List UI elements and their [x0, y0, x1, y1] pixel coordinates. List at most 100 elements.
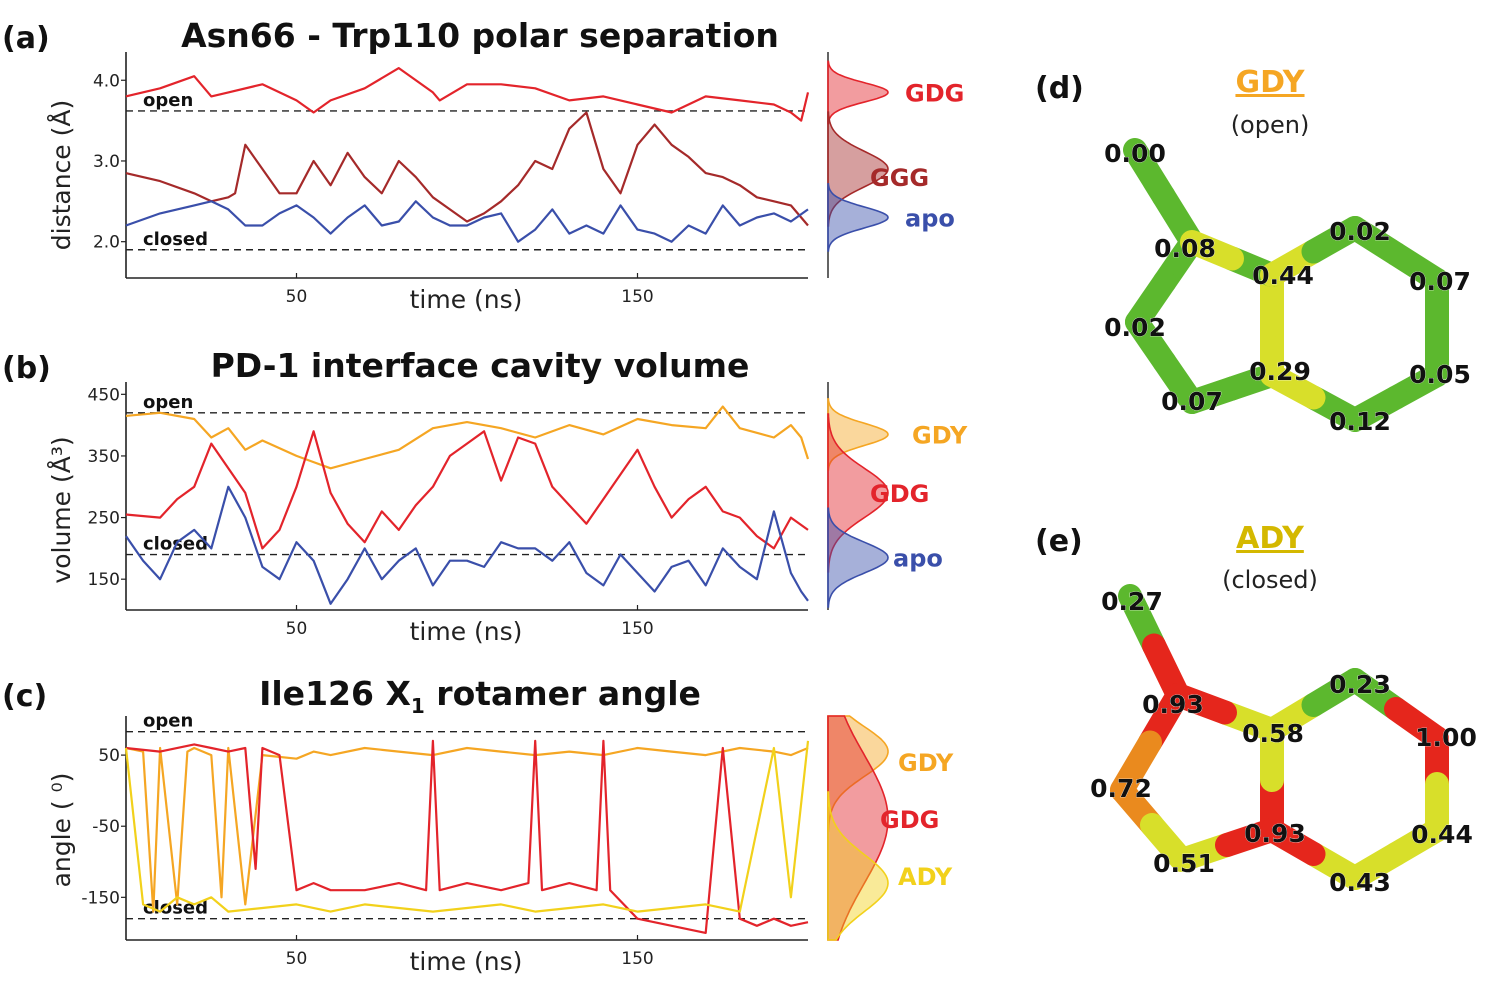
panel-c-title-sub: 1: [411, 694, 425, 718]
panel-d-bond-label: 0.02: [1104, 313, 1166, 342]
panel-a-ylabel: distance (Å): [47, 100, 76, 251]
panel-d-bond-label: 0.07: [1409, 267, 1471, 296]
panel-a-xlabel: time (ns): [410, 285, 523, 314]
panel-b-series-GDY: [125, 405, 810, 470]
panel-d-bond-label: 0.08: [1154, 234, 1216, 263]
panel-a-letter: (a): [2, 21, 50, 56]
panel-c-xtick-label: 150: [621, 949, 653, 969]
panel-c-legend-GDG: GDG: [880, 806, 939, 834]
panel-e-bond-label: 0.43: [1329, 868, 1391, 897]
panel-a-density-GDG: [827, 60, 889, 125]
panel-e-bond-5-b: [1166, 683, 1237, 725]
panel-c-distribution: GDY GDG ADY: [827, 715, 954, 941]
panel-e-bond-label: 0.23: [1329, 670, 1391, 699]
panel-a-ytick-label: 2.0: [93, 233, 120, 253]
panel-b: (b) PD-1 interface cavity volume volume …: [2, 346, 968, 646]
panel-d-letter: (d): [1035, 71, 1084, 106]
panel-d-bond-label: 0.02: [1329, 217, 1391, 246]
panel-a-reference-label-open: open: [143, 90, 193, 111]
panel-e-molecule: 0.27 0.93 0.72 0.51 0.58 0.93 0.23 1.00 0.44 0.43: [1090, 584, 1477, 897]
panel-d-bond-10-b: [1260, 363, 1326, 410]
panel-c-ytick-label: -150: [81, 888, 120, 908]
panel-b-xlabel: time (ns): [410, 617, 523, 646]
panel-a-ytick-label: 3.0: [93, 152, 120, 172]
panel-e: (e) ADY (closed) 0.27 0.93 0.72 0.51 0.58 0.9…: [1035, 521, 1477, 897]
panel-c-ytick-label: 50: [98, 746, 120, 766]
panel-a-legend-GGG: GGG: [870, 164, 929, 192]
panel-d-bond-5-b: [1180, 230, 1244, 271]
panel-e-bond-label: 0.58: [1242, 719, 1304, 748]
panel-e-bond-label: 1.00: [1415, 723, 1477, 752]
panel-a-series-GDG: [125, 66, 810, 122]
panel-a-title: Asn66 - Trp110 polar separation: [181, 16, 779, 55]
panel-a-series-apo: [125, 200, 809, 243]
panel-d-bond-label: 0.44: [1252, 261, 1314, 290]
panel-a-xtick-label: 150: [621, 287, 653, 307]
panel-c: (c) Ile126 X1 rotamer angle angle ( ⁰) t…: [2, 674, 954, 976]
panel-b-letter: (b): [2, 351, 51, 386]
panel-d-bond-label: 0.07: [1161, 387, 1223, 416]
panel-a-plot: 4.0 3.0 2.0 50 150 open closed: [93, 52, 810, 307]
panel-c-series-GDY: [125, 746, 809, 913]
panel-d-bond-label: 0.12: [1329, 407, 1391, 436]
panel-e-bond-label: 0.93: [1244, 819, 1306, 848]
panel-a-legend-GDG: GDG: [905, 79, 964, 107]
panel-c-legend-ADY: ADY: [898, 863, 953, 891]
panel-a-xtick-label: 50: [286, 287, 308, 307]
panel-b-xtick-label: 150: [621, 619, 653, 639]
panel-d: (d) GDY (open) 0.000.080.020.070.440.290…: [1035, 65, 1471, 436]
panel-c-density-GDG: [827, 715, 889, 941]
panel-a-ytick-label: 4.0: [93, 71, 120, 91]
panel-c-reference-label-open: open: [143, 711, 193, 732]
panel-a-density-GGG: [827, 111, 889, 227]
panel-b-ytick-label: 450: [88, 385, 120, 405]
panel-c-ylabel: angle ( ⁰): [47, 773, 76, 888]
panel-e-letter: (e): [1035, 524, 1083, 559]
panel-c-title-main: Ile126 X: [259, 674, 411, 713]
panel-e-bond-label: 0.93: [1142, 690, 1204, 719]
panel-c-series-ADY: [124, 740, 810, 913]
panel-e-state: (closed): [1222, 566, 1318, 594]
panel-d-molecule: 0.00 0.08 0.02 0.07 0.44 0.29 0.02 0.07 0.05 0.12: [1104, 138, 1471, 436]
panel-d-bond-label: 0.29: [1249, 357, 1311, 386]
panel-c-letter: (c): [2, 679, 47, 714]
panel-b-distribution: GDY GDG apo: [827, 382, 968, 610]
panel-c-density-ADY: [827, 791, 889, 941]
panel-c-ytick-label: -50: [92, 817, 120, 837]
panel-b-ylabel: volume (Å³): [47, 436, 76, 583]
panel-d-bond-label: 0.05: [1409, 360, 1471, 389]
panel-b-ytick-label: 350: [88, 447, 120, 467]
panel-a: (a) Asn66 - Trp110 polar separation dist…: [2, 16, 964, 314]
panel-b-legend-GDY: GDY: [912, 421, 968, 449]
panel-c-xtick-label: 50: [286, 949, 308, 969]
panel-d-molecule-name: GDY: [1235, 65, 1305, 100]
panel-b-xtick-label: 50: [286, 619, 308, 639]
panel-e-bond-label: 0.44: [1411, 820, 1473, 849]
panel-c-series-GDG: [125, 739, 809, 935]
panel-b-series-apo: [125, 485, 809, 605]
panel-a-legend-apo: apo: [905, 204, 955, 232]
panel-c-legend-GDY: GDY: [898, 749, 954, 777]
panel-b-ytick-label: 150: [88, 570, 120, 590]
panel-b-legend-GDG: GDG: [870, 480, 929, 508]
panel-b-legend-apo: apo: [893, 545, 943, 573]
panel-c-title: Ile126 X1 rotamer angle: [259, 674, 701, 718]
panel-c-title-tail: rotamer angle: [425, 674, 701, 713]
panel-d-state: (open): [1231, 111, 1310, 139]
panel-b-title: PD-1 interface cavity volume: [211, 346, 750, 385]
panel-b-reference-label-open: open: [143, 392, 193, 413]
panel-d-bond-label: 0.00: [1104, 139, 1166, 168]
panel-a-density-apo: [827, 183, 889, 252]
panel-b-density-apo: [827, 507, 889, 608]
panel-b-ytick-label: 250: [88, 509, 120, 529]
panel-e-bond-label: 0.72: [1090, 774, 1152, 803]
panel-c-xlabel: time (ns): [410, 947, 523, 976]
panel-e-bond-label: 0.51: [1153, 849, 1215, 878]
panel-e-bond-label: 0.27: [1101, 587, 1163, 616]
panel-a-reference-label-closed: closed: [143, 229, 208, 250]
panel-e-molecule-name: ADY: [1236, 521, 1305, 556]
panel-a-distribution: GDG GGG apo: [827, 52, 964, 278]
